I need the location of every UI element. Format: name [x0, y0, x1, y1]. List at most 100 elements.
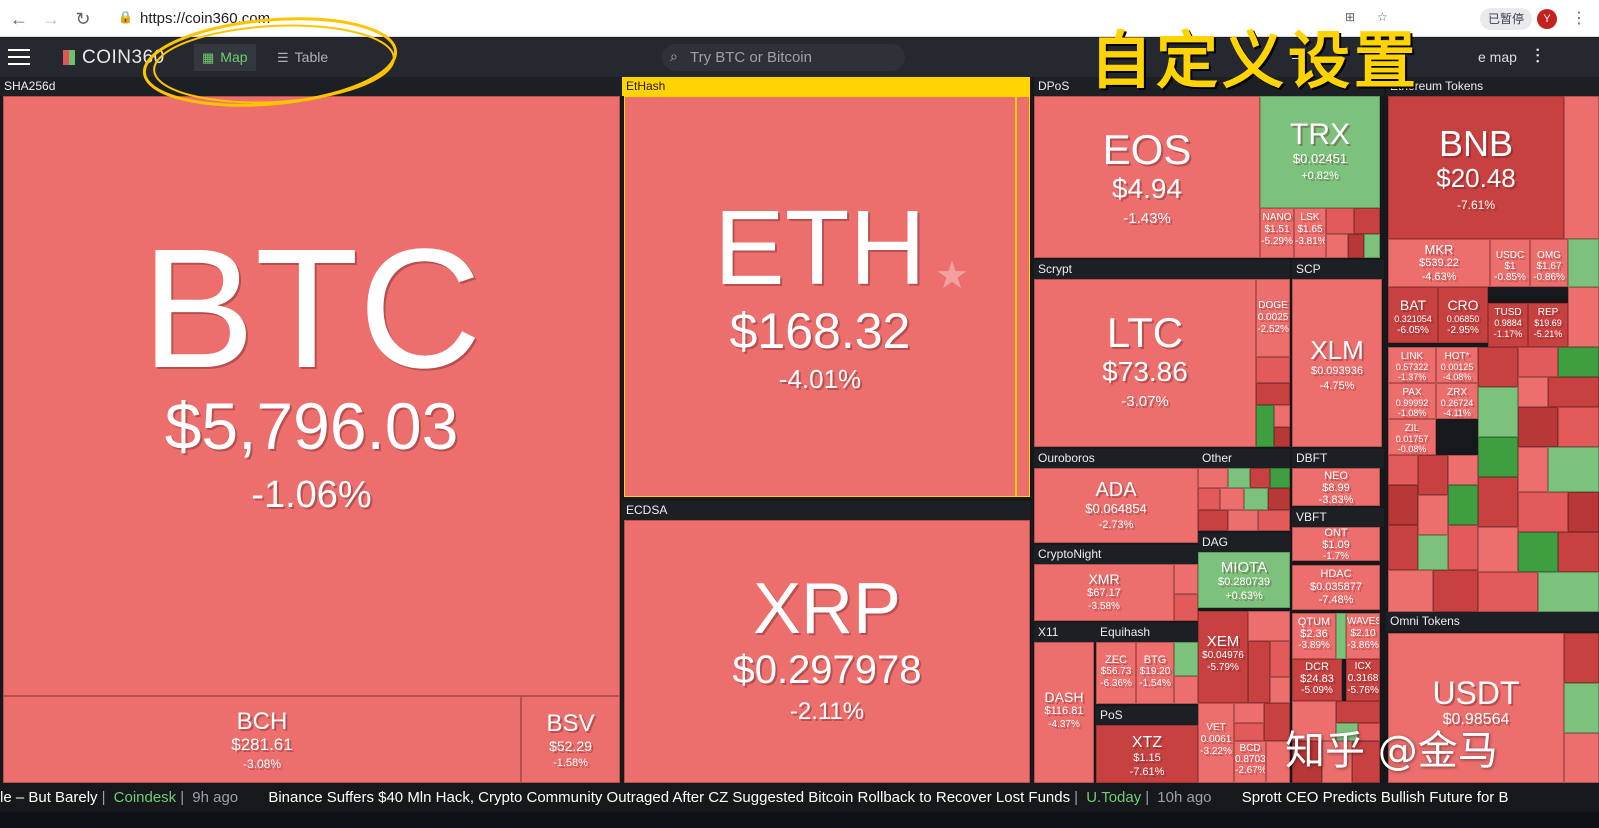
coin-tile-lsk[interactable]: LSK $1.65 -3.81% [1294, 208, 1326, 258]
tab-map[interactable]: ▦ Map [194, 44, 256, 71]
coin-tile-eos[interactable]: EOS $4.94 -1.43% [1034, 96, 1260, 258]
coin-tile-bcd[interactable]: BCD 0.8703 -2.67% [1234, 741, 1266, 783]
coin-change: -6.05% [1397, 325, 1429, 336]
fullscreen-map-button[interactable]: e map [1478, 49, 1517, 65]
coin-tile-vet[interactable]: VET 0.0061 -3.22% [1198, 703, 1234, 783]
browser-menu-icon[interactable]: ⋮ [1571, 10, 1587, 27]
eth-tokens-mosaic-2[interactable] [1388, 455, 1478, 612]
coin-tile-rep[interactable]: REP $19.69 -5.21% [1528, 303, 1568, 347]
coin-tile-small[interactable] [1568, 239, 1599, 287]
eth-tokens-mosaic[interactable] [1478, 347, 1599, 612]
coin-tile-dash[interactable]: DASH $116.81 -4.37% [1034, 642, 1094, 783]
coin-tile-dcr[interactable]: DCR $24.83 -5.09% [1292, 659, 1342, 701]
coin-price: $2.36 [1300, 628, 1328, 640]
profile-avatar[interactable]: Y [1537, 9, 1557, 29]
table-list-icon: ☰ [277, 50, 289, 65]
favorite-star-icon[interactable]: ★ [935, 255, 970, 297]
coin-tile-ltc[interactable]: LTC $73.86 -3.07% [1034, 279, 1256, 447]
reload-icon[interactable]: ↻ [75, 9, 91, 29]
coin-change: -3.08% [242, 757, 282, 771]
other-algorithms-mosaic[interactable] [1198, 468, 1290, 531]
coin-tile-tusd[interactable]: TUSD 0.9884 -1.17% [1488, 303, 1528, 347]
coin-tile-ada[interactable]: ADA $0.064854 -2.73% [1034, 468, 1198, 543]
coin-tile-btc[interactable]: BTC $5,796.03 -1.06% [3, 96, 620, 696]
logo-text[interactable]: COIN360 [82, 47, 165, 68]
coin-tile-small[interactable] [1564, 96, 1599, 239]
coin-symbol: XRP [752, 569, 902, 649]
tab-table[interactable]: ☰ Table [269, 44, 336, 71]
coin-price: $168.32 [729, 303, 911, 359]
coin-change: -0.85% [1494, 272, 1526, 283]
coin-tile-zil[interactable]: ZIL 0.01757 -0.08% [1388, 419, 1436, 455]
coin-price: 0.01757 [1395, 434, 1429, 444]
ticker-headline[interactable]: le – But Barely [0, 789, 98, 806]
coin-tile-zec[interactable]: ZEC $56.73 -6.36% [1096, 642, 1136, 704]
coin-tile-mkr[interactable]: MKR $539.22 -4.63% [1388, 239, 1490, 287]
translate-icon[interactable]: ⊞ [1345, 10, 1356, 24]
coin-tile-neo[interactable]: NEO $8.99 -3.83% [1292, 468, 1380, 506]
coin-tile-xtz[interactable]: XTZ $1.15 -7.61% [1096, 725, 1198, 783]
news-ticker[interactable]: le – But Barely | Coindesk | 9h ago Binanc… [0, 783, 1599, 812]
small-tiles-mosaic[interactable] [1292, 701, 1380, 783]
coin-tile-waves[interactable]: WAVES $2.10 -3.86% [1346, 613, 1380, 659]
coin-tile-hot[interactable]: HOT* 0.00125 -4.08% [1436, 347, 1478, 383]
logo-icon [63, 50, 75, 65]
group-label-sha256d: SHA256d [0, 77, 622, 96]
small-tiles-mosaic[interactable] [1174, 642, 1198, 704]
coin-symbol: EOS [1102, 126, 1192, 173]
coin-tile-small[interactable] [1568, 287, 1599, 347]
minimize-icon[interactable]: — [1292, 49, 1306, 65]
ticker-source[interactable]: U.Today [1086, 789, 1142, 806]
coin-tile-trx[interactable]: TRX $0.02451 +0.82% [1260, 96, 1380, 208]
coin-tile-cro[interactable]: CRO 0.06850 -2.95% [1438, 287, 1488, 343]
coin-tile-usdt[interactable]: USDT $0.98564 [1388, 633, 1564, 783]
coin-tile-bat[interactable]: BAT 0.321054 -6.05% [1388, 287, 1438, 343]
coin-tile-xlm[interactable]: XLM $0.093936 -4.75% [1292, 279, 1382, 447]
small-tiles-mosaic[interactable] [1564, 633, 1599, 783]
coin-tile-icx[interactable]: ICX 0.3168 -5.76% [1346, 659, 1380, 701]
coin-tile-small[interactable] [1266, 741, 1290, 783]
small-tiles-mosaic[interactable] [1326, 208, 1380, 258]
coin-tile-ethash-small[interactable] [1016, 96, 1030, 497]
small-tiles-mosaic[interactable] [1256, 357, 1290, 447]
coin-tile-doge[interactable]: DOGE 0.0025 -2.52% [1256, 279, 1290, 357]
coin-tile-xmr[interactable]: XMR $67.17 -3.58% [1034, 564, 1174, 621]
search-box[interactable]: ⌕ [662, 44, 905, 71]
group-label-dbft: DBFT [1292, 449, 1384, 468]
coin-tile-miota[interactable]: MIOTA $0.280739 +0.63% [1198, 552, 1290, 608]
hamburger-menu-icon[interactable] [8, 49, 30, 65]
ticker-source[interactable]: Coindesk [113, 789, 177, 806]
settings-sliders-icon[interactable]: ⫶ [1535, 46, 1540, 68]
coin-tile-xem[interactable]: XEM $0.04976 -5.79% [1198, 611, 1248, 703]
coin-tile-omg[interactable]: OMG $1.67 -0.86% [1530, 239, 1568, 287]
forward-icon[interactable]: → [42, 9, 60, 29]
paused-sync-button[interactable]: 已暂停 [1480, 8, 1533, 30]
small-tiles-mosaic[interactable] [1174, 564, 1198, 621]
small-tiles-mosaic[interactable] [1248, 611, 1290, 703]
watermark-text: 知乎 @金马 [1285, 728, 1498, 774]
ticker-headline[interactable]: Sprott CEO Predicts Bullish Future for B [1241, 789, 1509, 806]
coin-tile-small[interactable] [1336, 613, 1346, 659]
coin-tile-zrx[interactable]: ZRX 0.26724 -4.11% [1436, 383, 1478, 419]
coin-tile-nano[interactable]: NANO $1.51 -5.29% [1260, 208, 1294, 258]
coin-tile-hdac[interactable]: HDAC $0.035877 -7.48% [1292, 565, 1380, 610]
coin-tile-btg[interactable]: BTG $19.20 -1.54% [1136, 642, 1174, 704]
coin-change: -4.37% [1048, 719, 1080, 730]
coin-tile-eth[interactable]: ETH $168.32 -4.01% [624, 96, 1016, 497]
coin-tile-xrp[interactable]: XRP $0.297978 -2.11% [624, 520, 1030, 783]
coin-tile-bnb[interactable]: BNB $20.48 -7.61% [1388, 96, 1564, 239]
coin-tile-ont[interactable]: ONT $1.09 -1.7% [1292, 527, 1380, 561]
coin-tile-qtum[interactable]: QTUM $2.36 -3.89% [1292, 613, 1336, 659]
coin-symbol: CRO [1447, 297, 1479, 313]
search-input[interactable] [690, 44, 895, 71]
bookmark-star-icon[interactable]: ☆ [1377, 10, 1388, 24]
small-tiles-mosaic[interactable] [1234, 703, 1290, 741]
coin-tile-usdc[interactable]: USDC $1 -0.85% [1490, 239, 1530, 287]
coin-tile-pax[interactable]: PAX 0.99992 -1.08% [1388, 383, 1436, 419]
group-label-cryptonight: CryptoNight [1034, 545, 1198, 564]
coin-tile-link[interactable]: LINK 0.57322 -1.37% [1388, 347, 1436, 383]
back-icon[interactable]: ← [10, 9, 28, 29]
coin-tile-bsv[interactable]: BSV $52.29 -1.58% [521, 696, 620, 783]
ticker-headline[interactable]: Binance Suffers $40 Mln Hack, Crypto Com… [268, 789, 1071, 806]
coin-tile-bch[interactable]: BCH $281.61 -3.08% [3, 696, 521, 783]
